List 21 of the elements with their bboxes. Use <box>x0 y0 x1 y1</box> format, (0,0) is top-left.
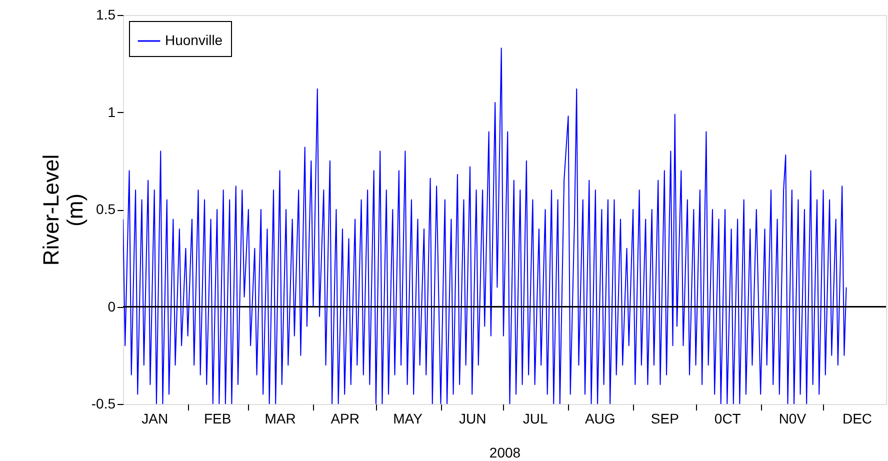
x-tick-label: JUN <box>458 410 486 426</box>
y-tick-label: 1.5 <box>96 6 116 22</box>
x-tick-label: MAY <box>393 410 424 426</box>
y-tick-label: 0 <box>108 298 116 314</box>
legend-label: Huonville <box>165 32 223 48</box>
y-tick-label: 0.5 <box>96 201 116 217</box>
x-tick-label: JUL <box>522 410 548 426</box>
y-tick-label: 1 <box>108 104 116 120</box>
x-tick-label: N0V <box>778 410 807 426</box>
x-tick-label: JAN <box>142 410 168 426</box>
y-tick-label: -0.5 <box>91 396 116 412</box>
x-tick-label: FEB <box>204 410 232 426</box>
x-tick-label: DEC <box>842 410 872 426</box>
x-tick-label: AUG <box>584 410 616 426</box>
x-tick-label: 0CT <box>714 410 742 426</box>
x-axis-title: 2008 <box>489 444 521 460</box>
x-tick-label: MAR <box>264 410 296 426</box>
line-series <box>123 48 847 404</box>
x-tick-label: APR <box>330 410 360 426</box>
y-axis-title: River-Level (m) <box>38 154 88 266</box>
x-tick-label: SEP <box>650 410 679 426</box>
